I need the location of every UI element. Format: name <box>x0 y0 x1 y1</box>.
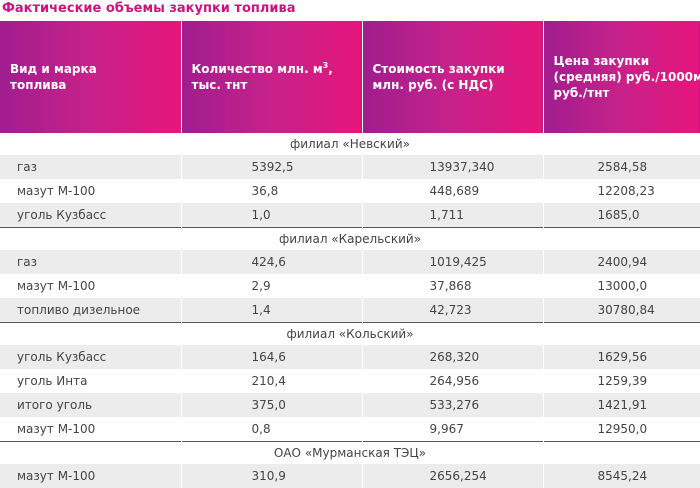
fuel-type-cell: мазут М-100 <box>0 417 181 442</box>
cost-cell: 448,689 <box>361 179 543 203</box>
quantity-cell: 1,0 <box>180 203 362 228</box>
price-cell: 12208,23 <box>542 179 700 203</box>
fuel-type-cell: мазут М-100 <box>0 464 181 488</box>
table-row: газ 5392,5 13937,340 2584,58 <box>0 155 700 179</box>
fuel-type-cell: мазут М-100 <box>0 274 181 298</box>
price-cell: 2400,94 <box>542 250 700 274</box>
header-cost-line-1: Стоимость закупки <box>372 62 505 76</box>
price-cell: 30780,84 <box>542 298 700 323</box>
quantity-cell: 0,8 <box>180 417 362 442</box>
fuel-type-cell: итого уголь <box>0 393 181 417</box>
cost-cell: 1,711 <box>361 203 543 228</box>
header-price-unit: (средняя) руб./1000м <box>553 70 700 84</box>
page-title: Фактические объемы закупки топлива <box>2 1 296 16</box>
price-cell: 13000,0 <box>542 274 700 298</box>
price-cell: 8545,24 <box>542 464 700 488</box>
header-quantity-sup: 3 <box>322 61 329 70</box>
cost-cell: 268,320 <box>361 345 543 369</box>
quantity-cell: 1,4 <box>180 298 362 323</box>
quantity-cell: 424,6 <box>180 250 362 274</box>
cost-cell: 9,967 <box>361 417 543 442</box>
table-row: топливо дизельное 1,4 42,723 30780,84 <box>0 298 700 323</box>
cost-cell: 264,956 <box>361 369 543 393</box>
header-quantity-line-2: тыс. тнт <box>191 78 248 92</box>
cost-cell: 1019,425 <box>361 250 543 274</box>
fuel-purchase-table: Вид и марка топлива Количество млн. м3, … <box>0 21 700 488</box>
table-row: итого уголь 375,0 533,276 1421,91 <box>0 393 700 417</box>
fuel-type-cell: уголь Инта <box>0 369 181 393</box>
table-row: мазут М-100 310,9 2656,254 8545,24 <box>0 464 700 488</box>
quantity-cell: 210,4 <box>180 369 362 393</box>
quantity-cell: 375,0 <box>180 393 362 417</box>
price-cell: 2584,58 <box>542 155 700 179</box>
cost-cell: 2656,254 <box>361 464 543 488</box>
fuel-type-cell: газ <box>0 155 181 179</box>
table-row: мазут М-100 0,8 9,967 12950,0 <box>0 417 700 442</box>
quantity-cell: 164,6 <box>180 345 362 369</box>
group-title: ОАО «Мурманская ТЭЦ» <box>0 441 700 464</box>
fuel-type-cell: топливо дизельное <box>0 298 181 323</box>
header-price-line-2: (средняя) руб./1000м3 <box>554 69 700 85</box>
table-row: мазут М-100 2,9 37,868 13000,0 <box>0 274 700 298</box>
group-title: филиал «Невский» <box>0 133 700 155</box>
table-row: уголь Инта 210,4 264,956 1259,39 <box>0 369 700 393</box>
header-cost-line-2: млн. руб. (с НДС) <box>372 78 494 92</box>
header-price-line-1: Цена закупки <box>553 54 650 68</box>
quantity-cell: 36,8 <box>180 179 362 203</box>
header-quantity-line-1: Количество млн. м3, <box>191 61 333 77</box>
header-cost: Стоимость закупки млн. руб. (с НДС) <box>361 21 543 133</box>
table-row: газ 424,6 1019,425 2400,94 <box>0 250 700 274</box>
quantity-cell: 5392,5 <box>180 155 362 179</box>
group-row-karelsky: филиал «Карельский» <box>0 227 700 250</box>
fuel-type-cell: уголь Кузбасс <box>0 203 181 228</box>
table-row: уголь Кузбасс 164,6 268,320 1629,56 <box>0 345 700 369</box>
quantity-cell: 2,9 <box>180 274 362 298</box>
price-cell: 1421,91 <box>542 393 700 417</box>
price-cell: 1259,39 <box>542 369 700 393</box>
header-quantity-unit: Количество млн. м <box>191 62 323 76</box>
price-cell: 12950,0 <box>542 417 700 442</box>
group-row-murmansk: ОАО «Мурманская ТЭЦ» <box>0 441 700 464</box>
price-cell: 1629,56 <box>542 345 700 369</box>
quantity-cell: 310,9 <box>180 464 362 488</box>
group-row-kolsky: филиал «Кольский» <box>0 322 700 345</box>
cost-cell: 533,276 <box>361 393 543 417</box>
fuel-type-cell: газ <box>0 250 181 274</box>
group-title: филиал «Кольский» <box>0 322 700 345</box>
header-price: Цена закупки (средняя) руб./1000м3 руб./… <box>542 21 700 133</box>
header-fuel-type-line-1: Вид и марка <box>10 62 97 76</box>
header-price-line-3: руб./тнт <box>553 86 610 100</box>
table-header-row: Вид и марка топлива Количество млн. м3, … <box>0 21 700 133</box>
header-quantity: Количество млн. м3, тыс. тнт <box>180 21 362 133</box>
header-fuel-type: Вид и марка топлива <box>0 21 181 133</box>
fuel-type-cell: уголь Кузбасс <box>0 345 181 369</box>
cost-cell: 42,723 <box>361 298 543 323</box>
table-row: уголь Кузбасс 1,0 1,711 1685,0 <box>0 203 700 228</box>
price-cell: 1685,0 <box>542 203 700 228</box>
group-title: филиал «Карельский» <box>0 227 700 250</box>
cost-cell: 37,868 <box>361 274 543 298</box>
table-row: мазут М-100 36,8 448,689 12208,23 <box>0 179 700 203</box>
fuel-type-cell: мазут М-100 <box>0 179 181 203</box>
header-fuel-type-line-2: топлива <box>10 78 67 92</box>
cost-cell: 13937,340 <box>361 155 543 179</box>
group-row-nevsky: филиал «Невский» <box>0 133 700 155</box>
